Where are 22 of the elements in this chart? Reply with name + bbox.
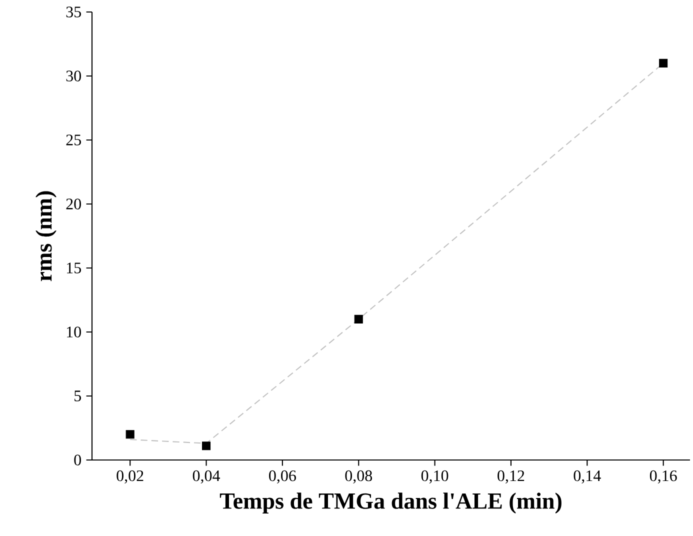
x-tick-label: 0,16 [650,470,677,484]
y-tick-label: 10 [67,326,81,338]
x-tick-label: 0,12 [498,470,524,484]
point [202,442,211,450]
x-tick-label: 0,06 [269,470,296,484]
point [354,314,363,324]
y-tick-label: 5 [74,390,81,402]
y-tick-label: 15 [67,262,81,274]
y-tick-label: 0 [74,454,81,466]
point [659,58,668,68]
y-tick-label: 30 [66,70,81,82]
y-axis-title: rms (nm) [36,191,56,282]
x-tick-label: 0,04 [192,470,220,484]
x-tick-label: 0,14 [574,470,601,484]
point [126,430,134,439]
x-tick-label: 0,10 [421,470,448,484]
y-tick-label: 35 [66,6,81,18]
x-axis-title: Temps de TMGa dans l'ALE (min) [220,492,562,514]
x-tick-label: 0,08 [345,470,372,484]
x-tick-label: 0,02 [116,470,144,484]
y-tick-label: 25 [66,134,81,146]
y-tick-label: 20 [66,198,81,210]
